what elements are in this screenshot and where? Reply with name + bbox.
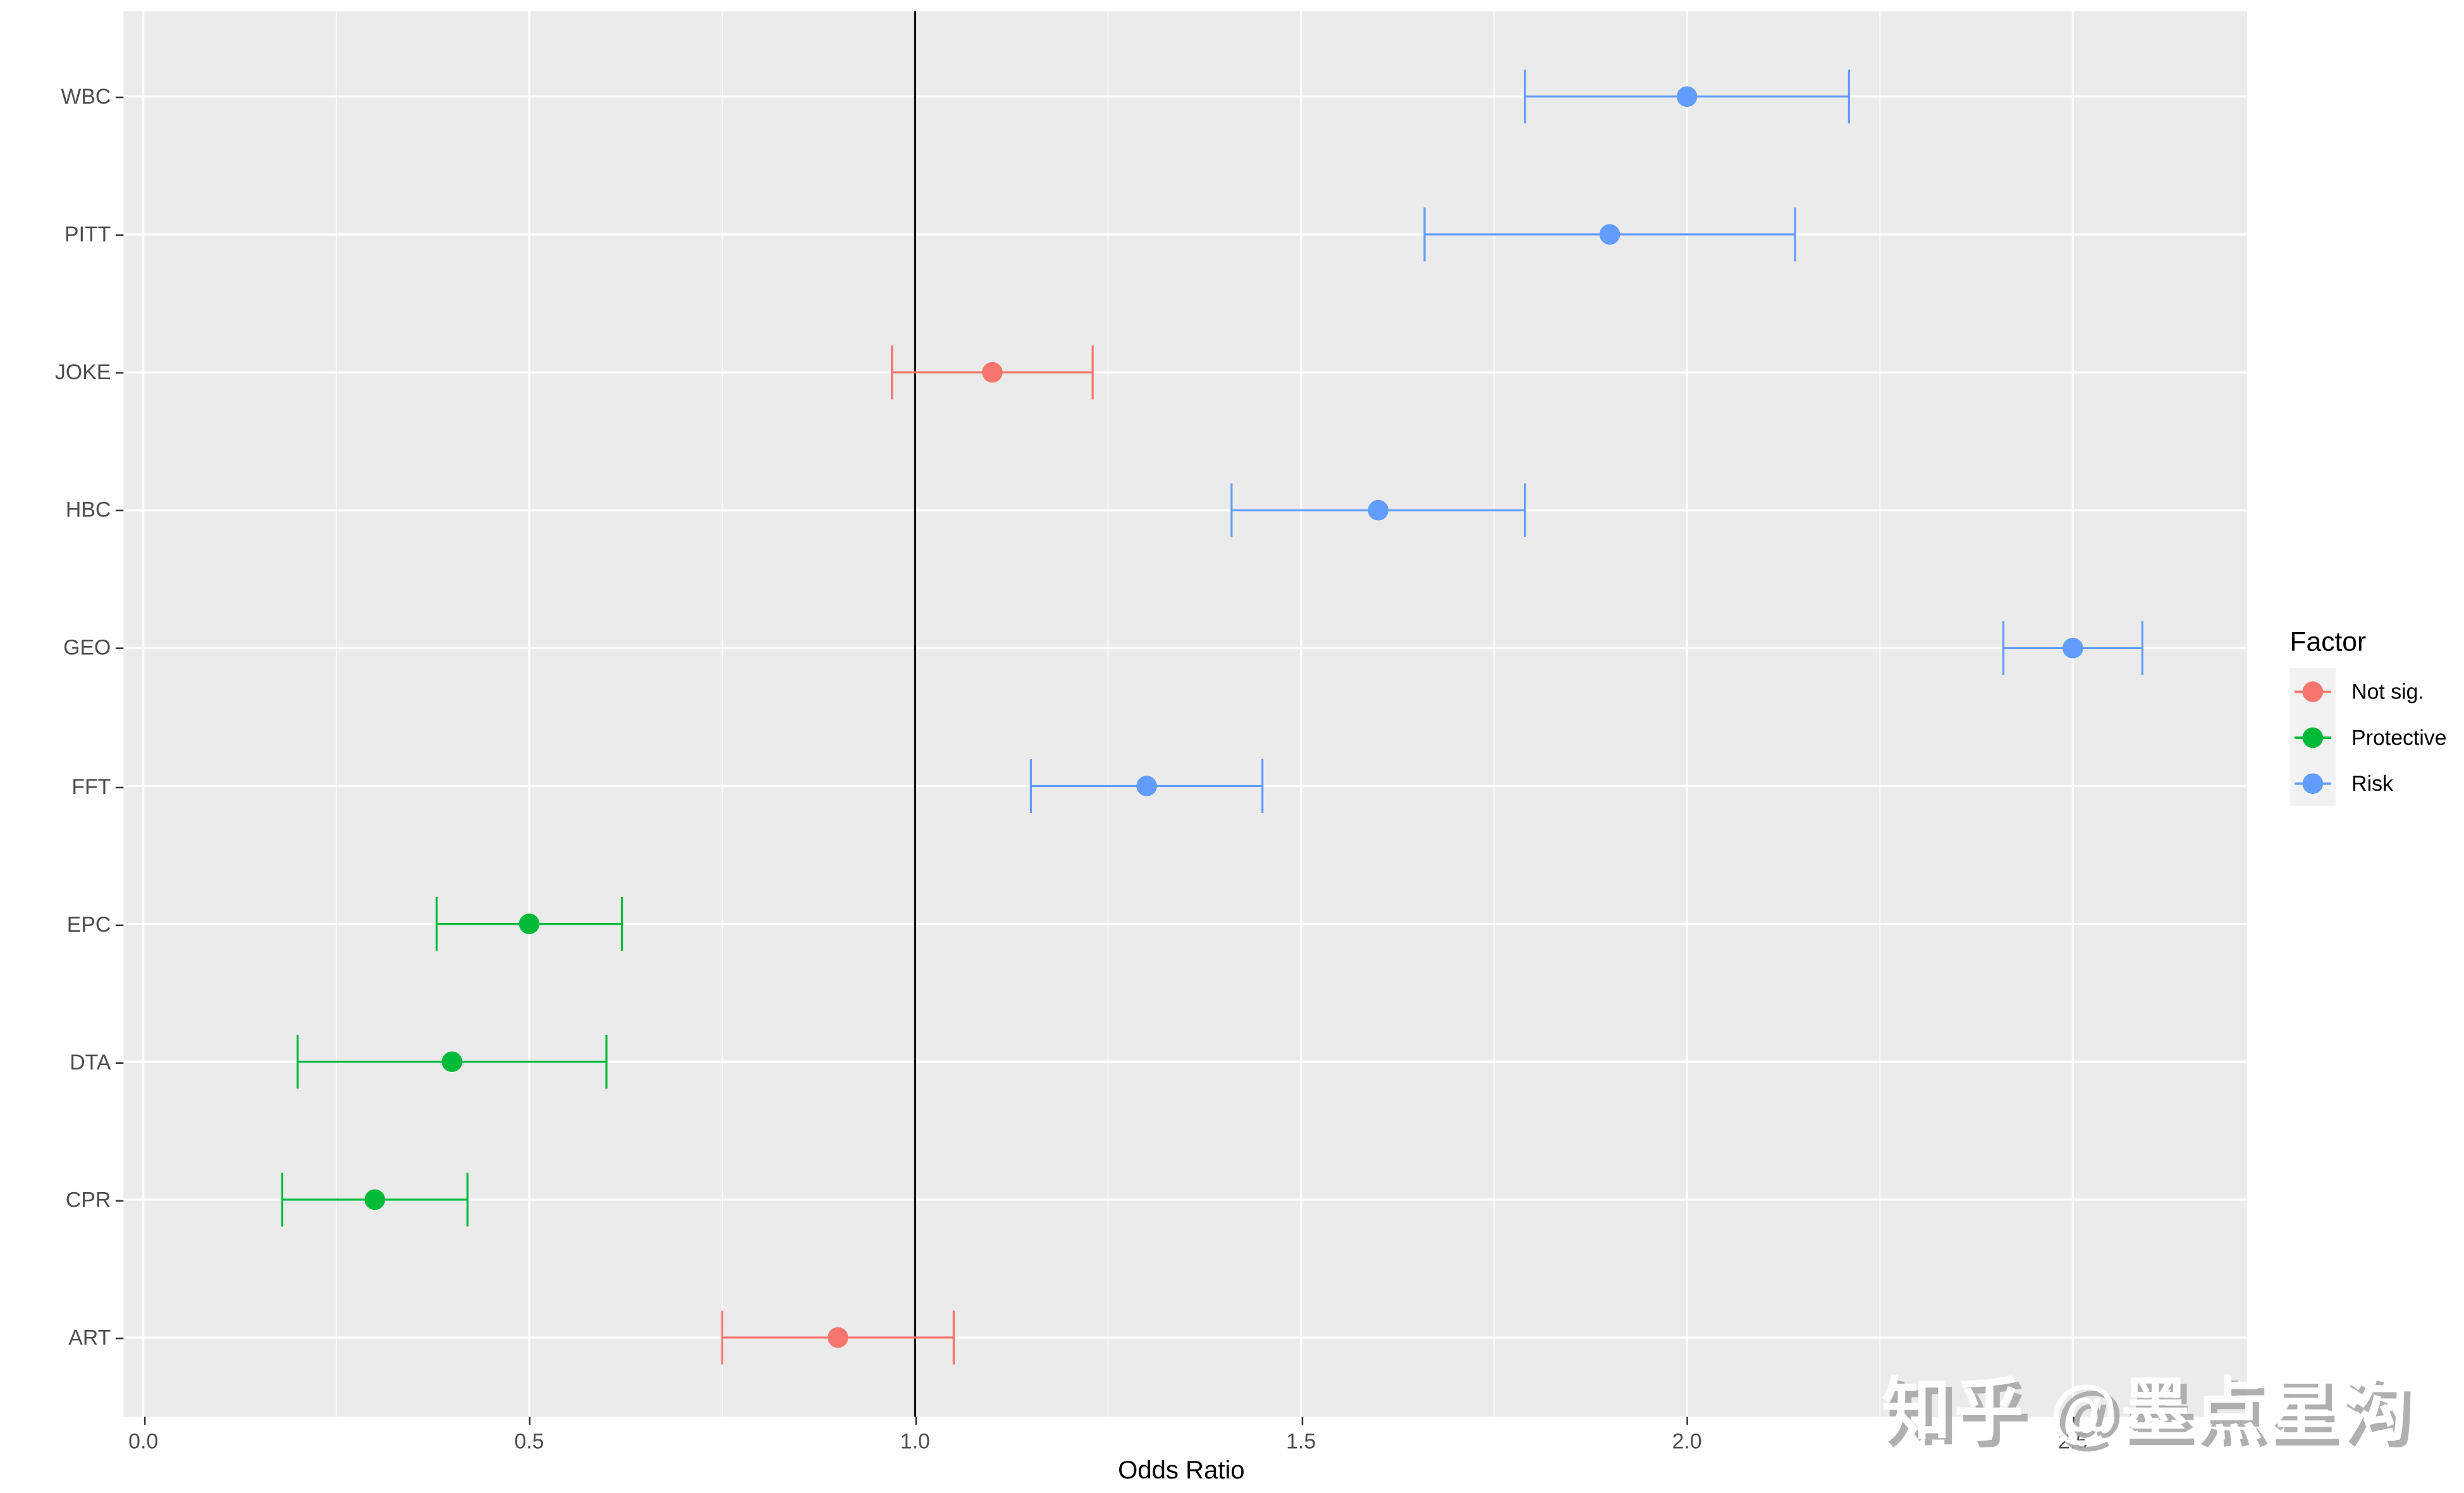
data-point-wbc (1524, 70, 1851, 124)
y-tick-label: WBC (61, 84, 111, 109)
y-tick-label: PITT (64, 222, 111, 247)
y-tick (115, 234, 124, 236)
x-tick-label: 2.5 (2057, 1429, 2088, 1454)
legend-item-risk: Risk (2351, 771, 2393, 796)
x-tick (529, 1417, 531, 1425)
y-tick (115, 923, 124, 926)
y-tick (115, 1061, 124, 1064)
x-tick-label: 0.0 (128, 1429, 159, 1454)
y-tick-label: CPR (65, 1188, 111, 1212)
x-tick-label: 1.0 (900, 1429, 930, 1454)
data-point-epc (435, 897, 623, 951)
y-tick (115, 1338, 124, 1339)
y-tick-label: ART (68, 1325, 111, 1350)
x-tick-label: 1.5 (1286, 1429, 1316, 1454)
watermark: 知乎 @墨点星沟 (1881, 1372, 2412, 1451)
data-point-art (721, 1310, 955, 1365)
y-tick (115, 510, 124, 512)
y-tick (115, 96, 124, 99)
y-tick-label: GEO (63, 636, 111, 661)
data-point-fft (1029, 759, 1264, 814)
x-axis-title: Odds Ratio (1118, 1458, 1245, 1485)
data-point-dta (297, 1035, 608, 1089)
x-tick (2073, 1417, 2075, 1425)
y-tick-label: FFT (71, 774, 111, 798)
legend-item-not-sig: Not sig. (2351, 679, 2424, 704)
data-point-pitt (1423, 207, 1796, 262)
legend-title: Factor (2289, 626, 2367, 657)
y-tick (115, 648, 124, 650)
x-tick-label: 2.0 (1672, 1429, 1702, 1454)
x-tick (143, 1417, 145, 1425)
y-tick-label: EPC (66, 911, 111, 936)
y-tick (115, 786, 124, 788)
legend-key-icon (2302, 773, 2324, 795)
y-tick (115, 1199, 124, 1202)
x-tick (1301, 1417, 1303, 1425)
y-tick-label: JOKE (54, 360, 111, 384)
y-tick-label: DTA (70, 1049, 111, 1074)
y-tick (115, 372, 124, 374)
x-tick-label: 0.5 (514, 1429, 544, 1454)
data-point-hbc (1230, 483, 1526, 537)
data-point-geo (2002, 621, 2143, 675)
legend-item-protective: Protective (2351, 726, 2447, 750)
x-tick (915, 1417, 917, 1425)
x-tick (1687, 1417, 1689, 1425)
data-point-joke (891, 345, 1094, 399)
data-point-cpr (281, 1173, 469, 1227)
legend-key-icon (2302, 681, 2324, 702)
y-tick-label: HBC (65, 498, 111, 522)
plot-panel (123, 11, 2247, 1417)
legend-key-icon (2302, 727, 2324, 748)
